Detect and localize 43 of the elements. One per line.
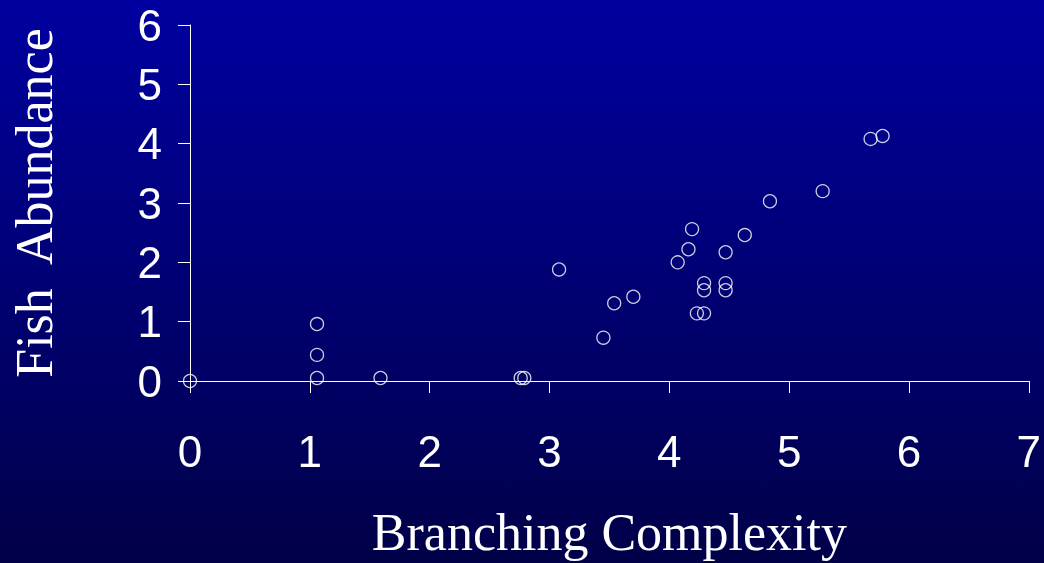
y-tick-label: 6 — [137, 0, 162, 50]
point — [551, 262, 567, 277]
point — [718, 275, 733, 291]
y-tick-label: 4 — [137, 119, 162, 169]
point — [309, 316, 325, 332]
y-tick-label: 1 — [137, 297, 162, 347]
point — [373, 370, 388, 386]
point — [182, 373, 198, 389]
point — [596, 330, 611, 345]
point — [863, 131, 878, 147]
x-tick-label: 3 — [537, 426, 562, 476]
x-tick-label: 7 — [1016, 426, 1042, 476]
x-axis-title: Branching Complexity — [371, 503, 847, 561]
point — [696, 306, 712, 321]
x-tick-label: 0 — [177, 426, 203, 476]
point — [309, 370, 325, 386]
point — [696, 283, 712, 298]
x-tick-label: 6 — [896, 426, 922, 476]
y-tick-label: 3 — [137, 178, 162, 228]
x-tick-label: 2 — [417, 426, 442, 476]
y-tick-label: 2 — [137, 237, 162, 287]
point — [875, 128, 890, 144]
point — [718, 245, 733, 260]
point — [815, 183, 830, 199]
point — [309, 347, 325, 363]
point — [681, 242, 696, 257]
y-axis-title: Fish Abundance — [5, 28, 63, 378]
x-tick-label: 5 — [776, 426, 802, 476]
point — [689, 306, 704, 321]
point — [513, 370, 528, 386]
point — [607, 296, 622, 311]
y-tick-label: 5 — [137, 59, 162, 109]
point — [737, 227, 752, 243]
point — [517, 370, 532, 386]
point — [684, 221, 700, 237]
point — [718, 283, 733, 298]
point — [670, 255, 685, 270]
point — [696, 275, 712, 291]
y-tick-label: 0 — [137, 356, 162, 406]
x-tick-label: 1 — [297, 426, 323, 476]
point — [762, 194, 778, 209]
x-tick-label: 4 — [657, 426, 682, 476]
point — [626, 289, 641, 304]
